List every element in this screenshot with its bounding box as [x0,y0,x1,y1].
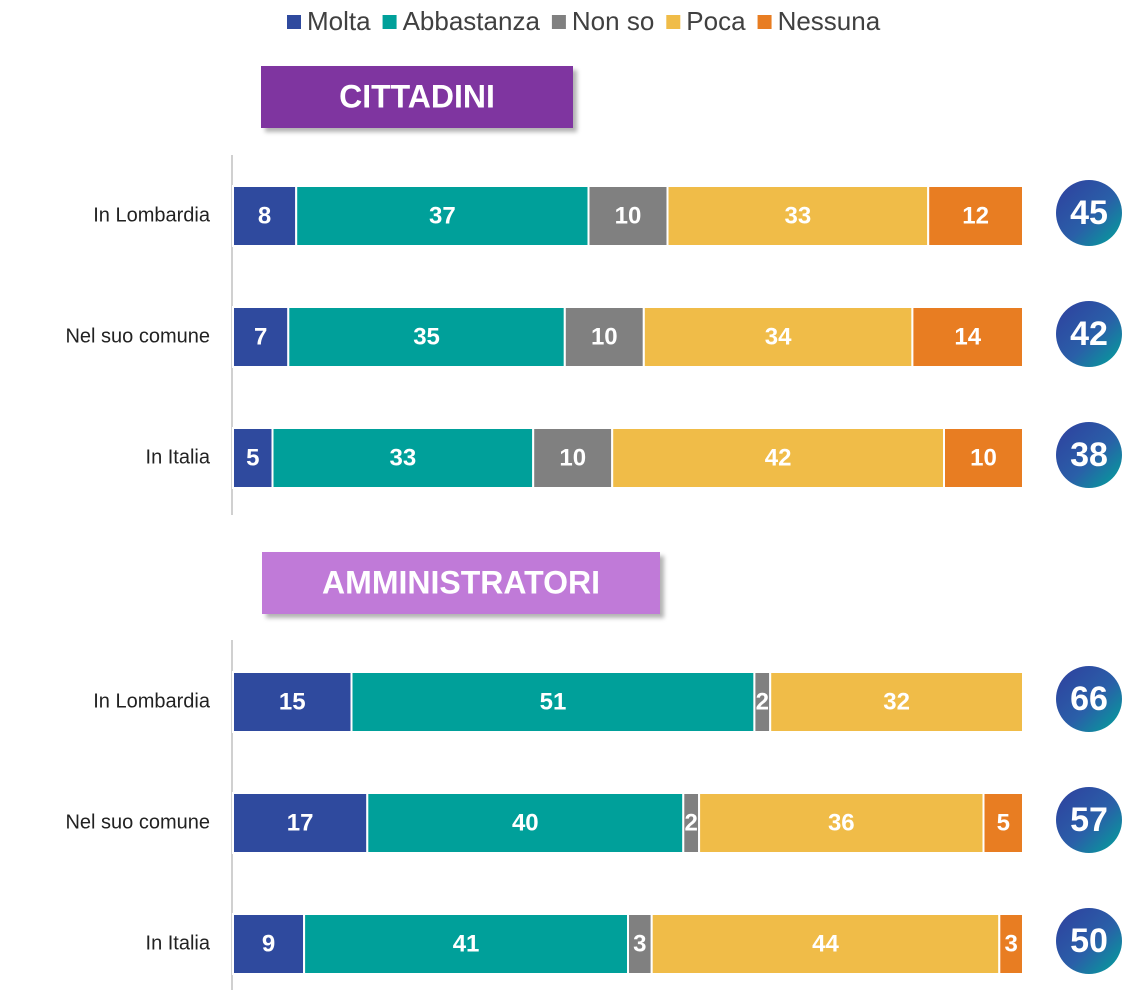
bar-segment [295,185,590,247]
legend-label: Poca [686,6,746,36]
value-label: 2 [756,688,769,715]
bar-segment [232,671,353,733]
category-label: In Lombardia [93,204,211,226]
category-label: Nel suo comune [65,325,210,347]
bar-segment [232,792,369,854]
legend-swatch [757,15,772,29]
value-label: 7 [254,323,267,350]
total-label: 38 [1070,436,1108,474]
legend-swatch [666,15,681,29]
bar-segment [611,427,945,489]
legend-swatch [382,15,397,29]
bar-segment [232,306,290,368]
legend-label: Non so [572,6,654,36]
total-badge [1056,301,1122,367]
legend-label: Molta [307,6,371,36]
bar-segment [911,306,1025,368]
value-label: 40 [512,809,539,836]
value-label: 5 [246,444,259,471]
value-label: 5 [997,809,1010,836]
legend-label: Nessuna [778,6,881,36]
total-badge [1056,666,1122,732]
value-label: 10 [559,444,586,471]
value-label: 12 [962,202,989,229]
bar-segment [927,185,1025,247]
total-badge [1056,180,1122,246]
category-label: In Italia [146,932,211,954]
total-label: 50 [1070,922,1108,960]
value-label: 3 [633,930,646,957]
bar-segment [666,185,930,247]
value-label: 32 [883,688,910,715]
bar-segment [587,185,669,247]
bar-segment [366,792,685,854]
total-badge [1056,787,1122,853]
total-badge [1056,908,1122,974]
panel-title: AMMINISTRATORI [322,564,600,600]
value-label: 33 [389,444,416,471]
category-label: In Italia [146,446,211,468]
value-label: 41 [453,930,480,957]
value-label: 8 [258,202,271,229]
value-label: 10 [970,444,997,471]
value-label: 51 [540,688,567,715]
bar-segment [943,427,1024,489]
value-label: 34 [765,323,792,350]
bar-segment [232,185,298,247]
value-label: 9 [262,930,275,957]
bar-segment [650,913,1001,975]
category-label: Nel suo comune [65,811,210,833]
value-label: 14 [954,323,981,350]
legend: Molta Abbastanza Non so Poca Nessuna [287,6,881,36]
bar-segment [982,792,1024,854]
value-label: 2 [685,809,698,836]
value-label: 35 [413,323,440,350]
bar-segment [287,306,566,368]
total-badge [1056,422,1122,488]
value-label: 10 [615,202,642,229]
value-label: 17 [287,809,314,836]
legend-swatch [287,15,301,29]
category-label: In Lombardia [93,690,211,712]
bar-segment [563,306,645,368]
value-label: 10 [591,323,618,350]
total-label: 42 [1070,315,1108,353]
value-label: 37 [429,202,456,229]
value-label: 15 [279,688,306,715]
panel-title: CITTADINI [339,78,495,114]
total-label: 57 [1070,801,1108,839]
value-label: 42 [765,444,792,471]
value-label: 33 [784,202,811,229]
legend-swatch [551,15,566,29]
bar-segment [769,671,1025,733]
value-label: 3 [1004,930,1017,957]
total-label: 45 [1070,194,1108,232]
value-label: 44 [812,930,839,957]
bar-segment [998,913,1024,975]
value-label: 36 [828,809,855,836]
total-label: 66 [1070,680,1108,718]
bar-segment [350,671,756,733]
panel-title-box [262,552,660,614]
bar-segment [532,427,614,489]
bar-segment [642,306,914,368]
panel-title-box [261,66,573,128]
bar-segment [232,427,274,489]
bar-segment [271,427,535,489]
bar-segment [303,913,629,975]
legend-label: Abbastanza [403,6,541,36]
